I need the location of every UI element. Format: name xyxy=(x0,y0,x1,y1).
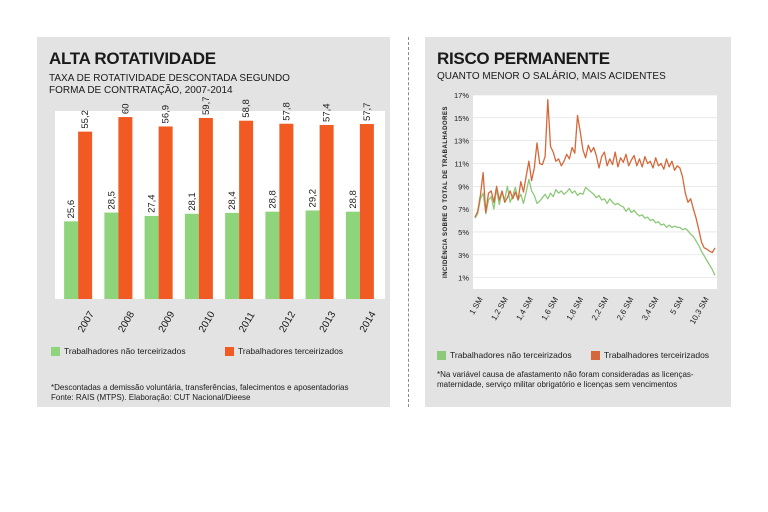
bar-outsourced-2013 xyxy=(319,124,334,299)
right-legend-outsourced: Trabalhadores terceirizados xyxy=(591,350,709,360)
bar-label-non-outsourced-2008: 28,5 xyxy=(106,191,117,210)
right-legend-non-outsourced: Trabalhadores não terceirizados xyxy=(437,350,572,360)
left-source: Fonte: RAIS (MTPS). Elaboração: CUT Naci… xyxy=(51,393,251,402)
y-tick-17: 17% xyxy=(454,91,469,100)
bar-category-2009: 2009 xyxy=(157,309,178,334)
bar-label-non-outsourced-2011: 28,4 xyxy=(227,191,238,210)
legend-label-orange: Trabalhadores terceirizados xyxy=(238,346,344,356)
y-tick-1: 1% xyxy=(458,274,469,283)
y-tick-3: 3% xyxy=(458,251,469,260)
legend-label-green: Trabalhadores não terceirizados xyxy=(64,346,186,356)
legend-swatch-green xyxy=(437,350,446,360)
bar-non-outsourced-2009 xyxy=(144,215,159,299)
x-tick-9: 10,3 SM xyxy=(688,295,711,326)
x-tick-6: 2,6 SM xyxy=(615,295,636,322)
left-legend-outsourced: Trabalhadores terceirizados xyxy=(225,346,343,356)
x-tick-4: 1,8 SM xyxy=(565,295,586,322)
bar-category-2007: 2007 xyxy=(76,309,97,334)
bar-category-2012: 2012 xyxy=(277,309,298,334)
bar-label-non-outsourced-2013: 29,2 xyxy=(308,189,319,208)
bar-non-outsourced-2014 xyxy=(345,211,360,299)
bar-label-non-outsourced-2009: 27,4 xyxy=(147,194,158,213)
y-tick-7: 7% xyxy=(458,205,469,214)
legend-swatch-orange xyxy=(225,346,234,356)
x-tick-3: 1,6 SM xyxy=(540,295,561,322)
bar-non-outsourced-2013 xyxy=(305,210,320,299)
bar-label-outsourced-2013: 57,4 xyxy=(322,103,333,122)
bar-category-2011: 2011 xyxy=(237,310,257,335)
panel-risco-permanente: RISCO PERMANENTE QUANTO MENOR O SALÁRIO,… xyxy=(425,37,731,407)
bar-label-outsourced-2011: 58,8 xyxy=(241,99,252,118)
legend-label-green: Trabalhadores não terceirizados xyxy=(450,350,572,360)
bar-label-outsourced-2010: 59,7 xyxy=(201,96,212,115)
panel-divider xyxy=(408,37,409,407)
bar-label-outsourced-2014: 57,7 xyxy=(362,103,373,122)
y-tick-13: 13% xyxy=(454,137,469,146)
line-non-outsourced xyxy=(474,178,716,276)
bar-non-outsourced-2007 xyxy=(64,221,79,299)
legend-swatch-orange xyxy=(591,350,600,360)
panel-alta-rotatividade: ALTA ROTATIVIDADE TAXA DE ROTATIVIDADE D… xyxy=(37,37,390,407)
x-tick-8: 5 SM xyxy=(668,295,685,316)
bar-outsourced-2014 xyxy=(359,124,374,299)
bar-chart: 25,6 55,2 2007 28,5 60 2008 27,4 56,9 2009 28,1 59… xyxy=(55,96,385,335)
left-subtitle-line-2: FORMA DE CONTRATAÇÃO, 2007-2014 xyxy=(49,85,233,96)
bar-category-2008: 2008 xyxy=(116,309,137,334)
right-note-line-1: *Na variável causa de afastamento não fo… xyxy=(437,370,694,379)
right-title: RISCO PERMANENTE xyxy=(437,49,610,68)
bar-label-outsourced-2007: 55,2 xyxy=(80,110,91,129)
y-tick-5: 5% xyxy=(458,228,469,237)
left-title: ALTA ROTATIVIDADE xyxy=(49,49,216,68)
y-tick-11: 11% xyxy=(455,159,470,168)
right-subtitle: QUANTO MENOR O SALÁRIO, MAIS ACIDENTES xyxy=(437,71,666,82)
bar-category-2014: 2014 xyxy=(358,309,379,334)
bar-label-non-outsourced-2007: 25,6 xyxy=(66,200,77,219)
bar-label-non-outsourced-2012: 28,8 xyxy=(267,190,278,209)
bar-category-2013: 2013 xyxy=(318,309,339,334)
x-tick-5: 2,2 SM xyxy=(590,295,611,322)
bar-outsourced-2009 xyxy=(158,126,173,300)
bar-non-outsourced-2010 xyxy=(184,213,199,299)
bar-label-outsourced-2008: 60 xyxy=(120,103,131,114)
bar-outsourced-2008 xyxy=(118,117,133,299)
bar-non-outsourced-2008 xyxy=(104,212,119,299)
legend-swatch-green xyxy=(51,346,60,356)
bar-label-non-outsourced-2014: 28,8 xyxy=(348,190,359,209)
bar-outsourced-2012 xyxy=(279,123,294,300)
x-tick-0: 1 SM xyxy=(468,295,485,316)
bar-non-outsourced-2012 xyxy=(265,211,280,299)
y-tick-9: 9% xyxy=(458,182,469,191)
y-axis-label: INCIDÊNCIA SOBRE O TOTAL DE TRABALHADORE… xyxy=(441,106,449,278)
x-tick-7: 3,4 SM xyxy=(640,295,661,322)
left-legend-non-outsourced: Trabalhadores não terceirizados xyxy=(51,346,186,356)
bar-label-non-outsourced-2010: 28,1 xyxy=(187,192,198,211)
bar-label-outsourced-2009: 56,9 xyxy=(161,105,172,124)
line-chart: 1% 3% 5% 7% 9% 11% 13% 15% 17% INCIDÊNCIA SOBRE O… xyxy=(441,91,717,326)
bar-outsourced-2011 xyxy=(239,120,254,300)
bar-outsourced-2007 xyxy=(78,131,93,299)
x-tick-2: 1,4 SM xyxy=(514,295,535,322)
y-tick-15: 15% xyxy=(454,114,469,123)
left-note: *Descontadas a demissão voluntária, tran… xyxy=(51,383,349,392)
right-note-line-2: maternidade, serviço militar obrigatório… xyxy=(437,380,678,389)
bar-category-2010: 2010 xyxy=(197,309,218,334)
left-subtitle-line-1: TAXA DE ROTATIVIDADE DESCONTADA SEGUNDO xyxy=(49,73,290,84)
bar-label-outsourced-2012: 57,8 xyxy=(281,102,292,121)
legend-label-orange: Trabalhadores terceirizados xyxy=(604,350,710,360)
bar-outsourced-2010 xyxy=(198,117,213,300)
bar-non-outsourced-2011 xyxy=(225,212,240,299)
x-tick-1: 1,2 SM xyxy=(489,295,510,322)
line-outsourced xyxy=(474,98,716,254)
